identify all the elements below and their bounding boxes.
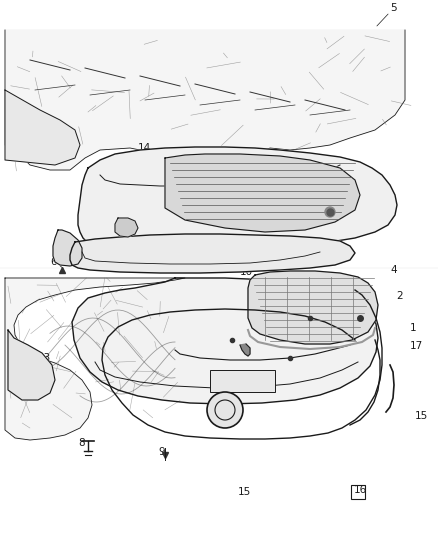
- Polygon shape: [53, 230, 82, 266]
- Text: 10: 10: [240, 267, 253, 277]
- Polygon shape: [5, 278, 185, 440]
- Text: 18: 18: [170, 315, 183, 325]
- Text: 3: 3: [310, 348, 317, 358]
- Polygon shape: [5, 30, 405, 170]
- Text: 1: 1: [410, 323, 417, 333]
- Text: 7: 7: [334, 207, 341, 217]
- Text: 8: 8: [78, 438, 85, 448]
- Circle shape: [207, 392, 243, 428]
- Text: 13: 13: [38, 353, 51, 363]
- Text: 9: 9: [158, 447, 165, 457]
- Text: 6: 6: [50, 257, 57, 267]
- Text: 5: 5: [390, 3, 397, 13]
- Polygon shape: [115, 218, 138, 237]
- Text: 11: 11: [363, 310, 376, 320]
- Circle shape: [325, 207, 335, 217]
- Text: 12: 12: [238, 329, 251, 339]
- Text: 14: 14: [138, 143, 151, 153]
- Text: 15: 15: [415, 411, 428, 421]
- Polygon shape: [72, 278, 378, 404]
- Text: 1: 1: [306, 239, 313, 249]
- Polygon shape: [248, 271, 378, 344]
- Text: 19: 19: [138, 191, 151, 201]
- Polygon shape: [70, 234, 355, 273]
- Polygon shape: [165, 154, 360, 232]
- Text: 15: 15: [238, 487, 251, 497]
- Text: 4: 4: [390, 265, 397, 275]
- Polygon shape: [210, 370, 275, 392]
- Text: 17: 17: [410, 341, 423, 351]
- Text: 2: 2: [396, 291, 403, 301]
- Polygon shape: [240, 344, 250, 356]
- Text: 17: 17: [256, 355, 269, 365]
- Polygon shape: [8, 330, 55, 400]
- Polygon shape: [78, 147, 397, 252]
- Text: 16: 16: [354, 485, 367, 495]
- Polygon shape: [5, 90, 80, 165]
